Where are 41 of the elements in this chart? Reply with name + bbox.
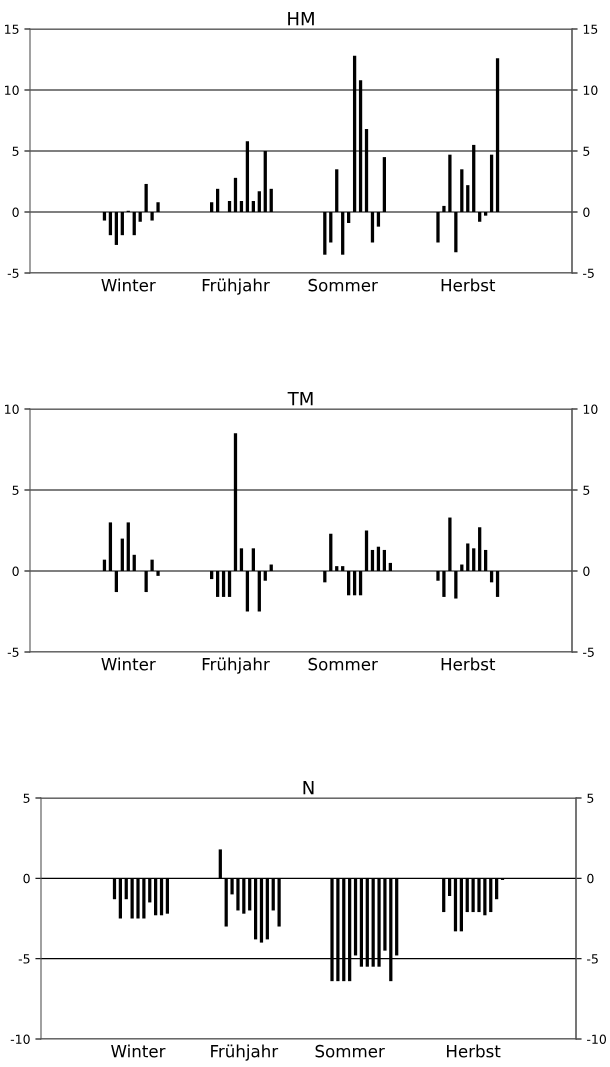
x-tick-label: Sommer [308, 278, 378, 292]
y2-tick-label: 5 [587, 793, 594, 803]
x-tick-label: Winter [111, 1044, 166, 1058]
y2-tick-label: 5 [583, 485, 590, 495]
y-tick-label: 15 [5, 24, 19, 34]
y2-tick-label: 10 [583, 85, 598, 95]
x-tick-label: Frühjahr [202, 278, 270, 295]
y2-tick-label: 10 [583, 404, 598, 414]
chart-title: TM [287, 392, 313, 406]
y-tick-label: 10 [5, 85, 19, 95]
x-tick-label: Sommer [315, 1044, 385, 1058]
y2-tick-label: -5 [587, 954, 598, 964]
y-tick-label: -5 [18, 954, 30, 964]
y-tick-label: 10 [5, 404, 19, 414]
y-tick-label: 0 [12, 566, 19, 576]
x-tick-label: Herbst [441, 657, 496, 671]
y-tick-label: -10 [10, 1034, 30, 1044]
y-tick-label: -5 [7, 647, 19, 657]
y2-tick-label: 0 [583, 207, 590, 217]
y2-tick-label: 5 [583, 146, 590, 156]
y-tick-label: 5 [12, 146, 19, 156]
y-tick-label: 5 [23, 793, 30, 803]
x-tick-label: Frühjahr [211, 1044, 279, 1061]
y2-tick-label: 15 [583, 24, 598, 34]
x-tick-label: Winter [101, 657, 156, 671]
x-tick-label: Sommer [308, 657, 378, 671]
y-tick-label: 5 [12, 485, 19, 495]
y-tick-label: 0 [12, 207, 19, 217]
y-tick-label: 0 [23, 873, 30, 884]
chart-title: HM [288, 12, 314, 26]
y2-tick-label: 0 [587, 873, 594, 884]
x-tick-label: Frühjahr [202, 657, 270, 674]
y2-tick-label: -5 [583, 268, 594, 278]
y2-tick-label: -5 [583, 647, 594, 657]
y-tick-label: -5 [7, 268, 19, 278]
chart-title: N [303, 781, 314, 795]
y2-tick-label: -10 [587, 1034, 606, 1044]
x-tick-label: Herbst [447, 1044, 501, 1058]
y2-tick-label: 0 [583, 566, 590, 576]
x-tick-label: Winter [101, 278, 156, 292]
x-tick-label: Herbst [441, 278, 496, 292]
